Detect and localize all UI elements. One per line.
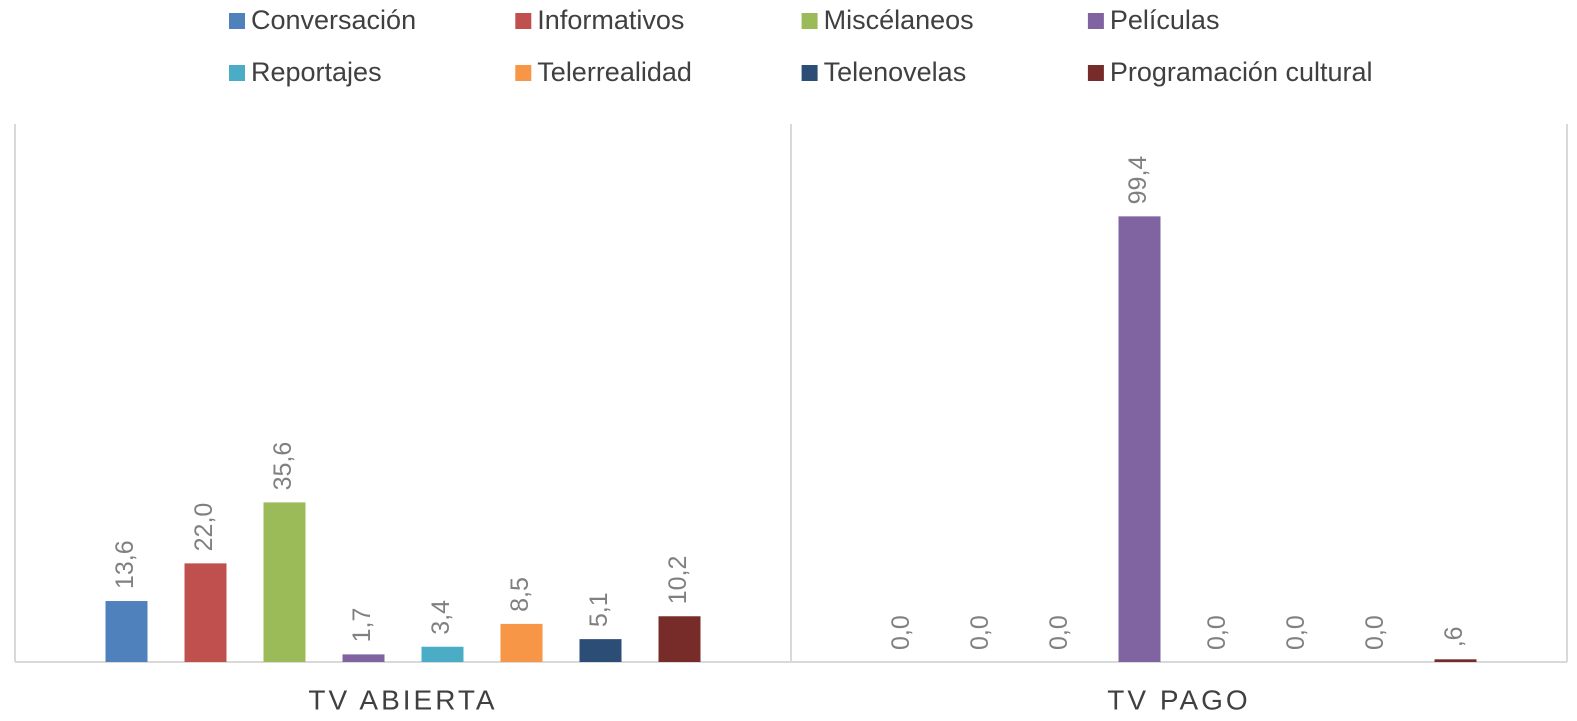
bar	[421, 646, 464, 662]
data-label: 8,5	[506, 577, 534, 612]
data-label: ,6	[1440, 626, 1468, 647]
legend-swatch	[229, 65, 245, 81]
bar	[658, 616, 701, 662]
data-label: 0,0	[1282, 615, 1310, 650]
data-label: 0,0	[887, 615, 915, 650]
legend-label: Programación cultural	[1110, 57, 1373, 87]
data-label: 10,2	[664, 556, 692, 605]
bar	[1434, 659, 1477, 662]
data-label: 13,6	[111, 540, 139, 589]
legend-swatch	[515, 13, 532, 29]
legend-swatch	[515, 65, 532, 81]
legend-swatch	[801, 65, 818, 81]
data-label: 3,4	[427, 600, 455, 635]
data-label: 99,4	[1124, 156, 1152, 205]
data-label: 5,1	[585, 592, 613, 627]
bar	[1118, 216, 1161, 662]
legend-label: Reportajes	[251, 57, 382, 87]
legend-swatch	[1087, 65, 1104, 81]
x-tick-label: TV ABIERTA	[308, 684, 497, 715]
legend-swatch	[801, 13, 818, 29]
legend-swatch	[1087, 13, 1104, 29]
legend-label: Conversación	[251, 5, 416, 35]
legend-label: Informativos	[537, 5, 684, 35]
bar	[342, 654, 385, 662]
legend-swatch	[229, 13, 245, 29]
data-label: 0,0	[1045, 615, 1073, 650]
data-label: 0,0	[1361, 615, 1389, 650]
data-label: 22,0	[190, 503, 218, 552]
data-label: 1,7	[348, 608, 376, 643]
bar	[500, 623, 543, 662]
x-tick-label: TV PAGO	[1107, 684, 1250, 715]
legend-label: Películas	[1110, 5, 1220, 35]
bar	[579, 639, 622, 662]
legend-label: Telenovelas	[824, 57, 967, 87]
bar	[105, 601, 148, 662]
data-label: 0,0	[1203, 615, 1231, 650]
legend-label: Telerrealidad	[537, 57, 692, 87]
bar	[263, 502, 306, 662]
data-label: 35,6	[269, 442, 297, 491]
legend-label: Miscélaneos	[824, 5, 974, 35]
data-label: 0,0	[966, 615, 994, 650]
bar	[184, 563, 227, 662]
